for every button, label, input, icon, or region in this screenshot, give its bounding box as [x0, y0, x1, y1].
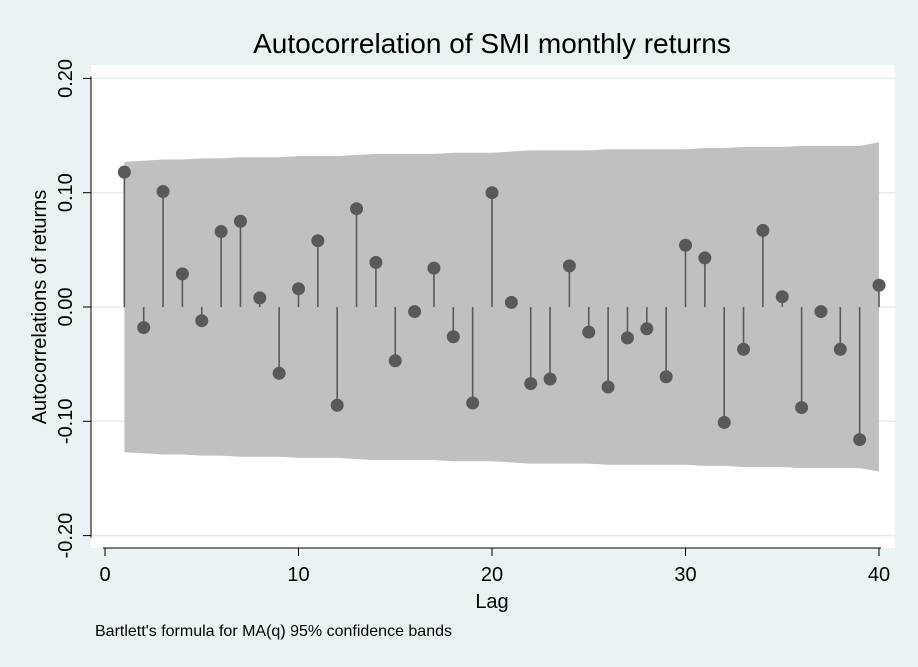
marker-lag-15: [388, 354, 402, 368]
x-tick-label-2: 20: [481, 564, 503, 586]
x-ticks: 0 10 20 30 40: [99, 548, 890, 586]
marker-lag-24: [562, 259, 576, 273]
marker-lag-30: [679, 238, 692, 252]
marker-lag-37: [814, 305, 828, 319]
chart-title: Autocorrelation of SMI monthly returns: [253, 28, 731, 59]
marker-lag-40: [872, 278, 886, 292]
y-tick-label-3: 0.10: [55, 173, 77, 212]
y-tick-label-4: 0.20: [55, 59, 77, 98]
marker-lag-23: [543, 372, 557, 386]
marker-lag-27: [620, 331, 634, 345]
marker-lag-35: [775, 290, 789, 304]
marker-lag-21: [504, 295, 518, 309]
marker-lag-8: [253, 291, 267, 305]
marker-lag-14: [369, 255, 383, 269]
marker-lag-33: [737, 342, 751, 356]
marker-lag-17: [427, 261, 441, 275]
marker-lag-34: [756, 223, 770, 237]
marker-lag-19: [466, 396, 480, 410]
marker-lag-12: [330, 398, 344, 412]
marker-lag-16: [408, 305, 422, 319]
x-axis-title: Lag: [475, 591, 508, 613]
y-tick-label-1: -0.10: [55, 399, 77, 445]
y-tick-label-0: -0.20: [55, 513, 77, 559]
marker-lag-18: [446, 330, 460, 344]
marker-lag-6: [214, 225, 228, 239]
marker-lag-26: [601, 380, 615, 394]
marker-lag-28: [640, 322, 654, 336]
marker-lag-7: [233, 214, 247, 228]
marker-lag-38: [833, 342, 847, 356]
chart-note: Bartlett's formula for MA(q) 95% confide…: [95, 623, 452, 640]
marker-lag-20: [485, 186, 499, 200]
y-ticks: -0.20 -0.10 0.00 0.10 0.20: [55, 59, 91, 558]
x-tick-label-1: 10: [287, 564, 309, 586]
marker-lag-22: [524, 377, 538, 391]
marker-lag-10: [292, 282, 305, 296]
marker-lag-4: [175, 267, 189, 281]
marker-lag-25: [582, 325, 596, 339]
y-axis-title: Autocorrelations of returns: [29, 190, 51, 425]
marker-lag-32: [717, 415, 731, 429]
marker-lag-29: [659, 370, 673, 384]
marker-lag-5: [195, 314, 209, 328]
marker-lag-11: [311, 234, 325, 248]
marker-lag-3: [156, 185, 170, 199]
x-tick-label-4: 40: [868, 564, 890, 586]
confidence-band: [124, 142, 880, 472]
marker-lag-36: [795, 401, 809, 415]
x-tick-label-3: 30: [674, 564, 696, 586]
marker-lag-1: [117, 165, 131, 179]
x-tick-label-0: 0: [99, 564, 110, 586]
marker-lag-31: [698, 251, 712, 265]
markers: [117, 165, 886, 447]
marker-lag-39: [853, 433, 867, 447]
marker-lag-9: [272, 366, 286, 380]
marker-lag-13: [350, 202, 364, 216]
marker-lag-2: [137, 321, 151, 335]
y-tick-label-2: 0.00: [55, 288, 77, 327]
